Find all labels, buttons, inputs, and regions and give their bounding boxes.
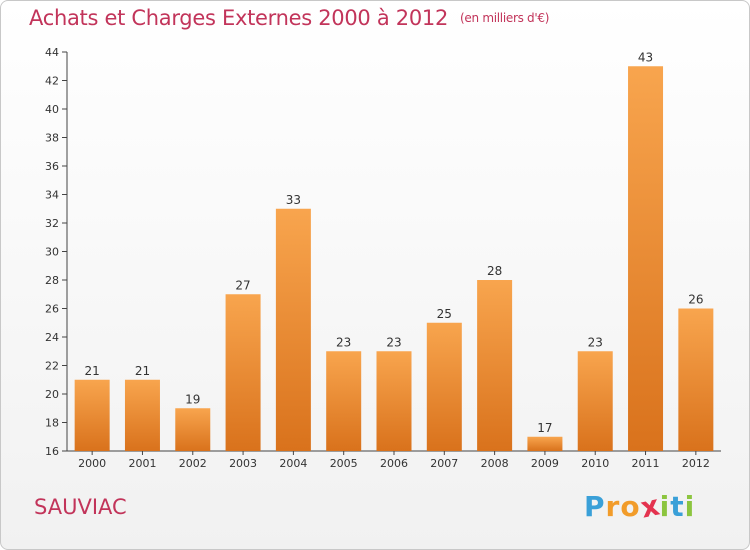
- y-tick-label: 20: [45, 388, 59, 401]
- value-label: 28: [487, 264, 502, 278]
- commune-name: SAUVIAC: [34, 495, 127, 519]
- chart-subtitle: (en milliers d'€): [460, 11, 550, 25]
- x-tick-label: 2008: [481, 457, 509, 470]
- bars: [74, 66, 714, 451]
- bar-2009: [527, 436, 563, 451]
- chart-title: Achats et Charges Externes 2000 à 2012 (e…: [29, 6, 549, 30]
- logo-letter: i: [684, 490, 696, 523]
- x-tick-label: 2004: [279, 457, 307, 470]
- value-label: 23: [588, 335, 603, 349]
- x-tick-label: 2009: [531, 457, 559, 470]
- x-tick-label: 2012: [682, 457, 710, 470]
- y-tick-label: 28: [45, 274, 59, 287]
- y-tick-label: 44: [45, 46, 59, 59]
- value-label: 21: [135, 364, 150, 378]
- bar-2005: [326, 351, 362, 451]
- y-tick-label: 18: [45, 417, 59, 430]
- bar-2010: [577, 351, 613, 451]
- x-tick-label: 2010: [581, 457, 609, 470]
- value-labels: 21 21 19 27 33 23 23 25 28 17 23 43 26: [85, 50, 704, 435]
- bar-2008: [477, 280, 513, 451]
- bar-2004: [275, 208, 311, 451]
- y-tick-label: 32: [45, 217, 59, 230]
- value-label: 23: [386, 335, 401, 349]
- logo-letter: i: [659, 490, 671, 523]
- x-tick-label: 2007: [430, 457, 458, 470]
- value-label: 21: [85, 364, 100, 378]
- value-label: 33: [286, 193, 301, 207]
- value-label: 25: [437, 307, 452, 321]
- x-tick-label: 2003: [229, 457, 257, 470]
- x-tick-label: 2002: [179, 457, 207, 470]
- logo-letter: r: [605, 490, 621, 523]
- x-tick-label: 2011: [632, 457, 660, 470]
- bar-2003: [225, 294, 261, 451]
- bar-2007: [426, 322, 462, 451]
- value-label: 43: [638, 50, 653, 64]
- bar-2002: [175, 408, 211, 451]
- bar-2012: [678, 308, 714, 451]
- bar-2000: [74, 379, 110, 451]
- logo-letter: P: [584, 490, 606, 523]
- logo-letter: t: [670, 490, 685, 523]
- y-tick-label: 30: [45, 246, 59, 259]
- logo-letter: o: [620, 490, 641, 523]
- x-tick-label: 2005: [330, 457, 358, 470]
- value-label: 26: [688, 293, 703, 307]
- axes: 16 18 20 22 24 26 28 30 32 34 36 38 40 42 44 2000 2001 20…: [45, 46, 721, 470]
- y-tick-label: 36: [45, 160, 59, 173]
- y-tick-label: 26: [45, 303, 59, 316]
- value-label: 23: [336, 335, 351, 349]
- y-tick-label: 16: [45, 445, 59, 458]
- x-tick-label: 2000: [78, 457, 106, 470]
- y-tick-label: 40: [45, 103, 59, 116]
- x-tick-label: 2001: [128, 457, 156, 470]
- bar-2006: [376, 351, 412, 451]
- value-label: 17: [537, 421, 552, 435]
- y-tick-label: 22: [45, 360, 59, 373]
- y-tick-label: 34: [45, 189, 59, 202]
- y-tick-label: 42: [45, 75, 59, 88]
- proxiti-logo: Proxiti: [584, 488, 696, 524]
- y-tick-label: 24: [45, 331, 59, 344]
- y-tick-label: 38: [45, 132, 59, 145]
- value-label: 19: [185, 392, 200, 406]
- bar-2001: [124, 379, 160, 451]
- chart-title-text: Achats et Charges Externes 2000 à 2012: [29, 6, 449, 30]
- bar-2011: [628, 66, 664, 451]
- value-label: 27: [235, 278, 250, 292]
- x-tick-label: 2006: [380, 457, 408, 470]
